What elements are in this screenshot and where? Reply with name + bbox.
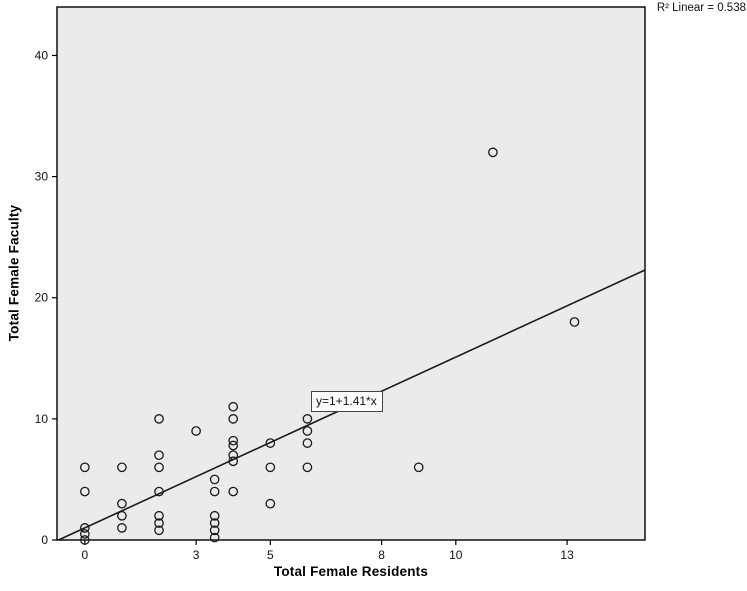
data-point <box>228 401 239 412</box>
x-tick-label: 10 <box>449 548 463 562</box>
y-axis-title: Total Female Faculty <box>6 204 22 342</box>
x-axis-title: Total Female Residents <box>273 564 429 579</box>
r2-annotation: R² Linear = 0.538 <box>656 2 746 14</box>
data-point <box>488 147 498 158</box>
x-tick-label: 13 <box>560 548 574 562</box>
x-tick-label: 3 <box>193 548 200 562</box>
regression-equation-label: y=1+1.41*x <box>311 391 383 412</box>
data-point <box>569 317 580 327</box>
data-point <box>79 523 90 533</box>
data-point <box>79 486 90 497</box>
x-tick-label: 8 <box>378 548 385 562</box>
data-point <box>265 462 276 473</box>
data-point <box>265 498 276 509</box>
data-point <box>209 532 220 543</box>
data-point <box>228 435 239 446</box>
data-point <box>154 525 164 536</box>
data-point <box>228 440 239 451</box>
data-point <box>413 462 424 473</box>
data-point <box>191 426 201 436</box>
data-point <box>154 510 164 521</box>
data-point <box>228 486 239 497</box>
data-point <box>209 474 220 485</box>
data-point <box>265 438 276 448</box>
data-point <box>154 450 164 461</box>
data-point <box>228 414 239 424</box>
data-point <box>302 462 313 473</box>
y-tick-label: 0 <box>41 533 48 547</box>
data-point <box>79 462 90 473</box>
data-point <box>154 414 164 424</box>
data-point <box>154 462 164 473</box>
x-tick-label: 5 <box>267 548 274 562</box>
y-tick-label: 40 <box>35 48 49 62</box>
data-point <box>79 529 90 539</box>
data-point <box>209 525 220 536</box>
data-point <box>302 426 313 436</box>
data-point <box>154 518 164 528</box>
data-point <box>117 523 127 533</box>
data-point <box>209 486 220 497</box>
data-point <box>79 535 90 545</box>
data-point <box>209 518 220 528</box>
data-point <box>209 510 220 521</box>
plot-area <box>56 6 646 541</box>
y-tick-label: 20 <box>35 291 49 305</box>
data-point <box>302 414 313 424</box>
y-tick-label: 30 <box>35 170 49 184</box>
data-point <box>117 498 127 509</box>
x-tick-label: 0 <box>81 548 88 562</box>
data-point <box>117 462 127 473</box>
data-point <box>302 438 313 448</box>
y-tick-label: 10 <box>35 412 49 426</box>
